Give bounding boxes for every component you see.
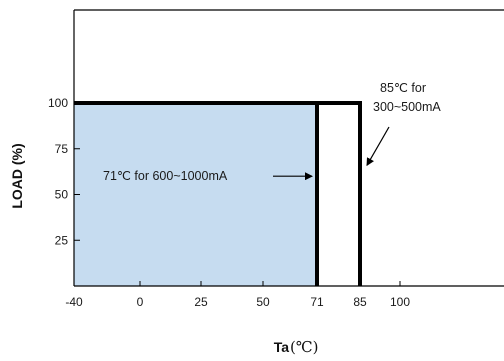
y-axis-label: LOAD (%) xyxy=(9,143,25,208)
annotation-71c-label: 71℃ for 600~1000mA xyxy=(103,169,228,183)
x-tick-label-50: 50 xyxy=(256,295,270,309)
y-tick-label-100: 100 xyxy=(48,96,68,110)
y-tick-label-25: 25 xyxy=(55,233,69,247)
load-area-600-1000ma xyxy=(74,103,317,286)
x-tick-label-25: 25 xyxy=(194,295,208,309)
x-axis-label: Ta xyxy=(274,339,290,355)
annotation-85c-label-line2: 300~500mA xyxy=(373,100,441,114)
x-tick-label-0: 0 xyxy=(137,295,144,309)
x-tick-label-85: 85 xyxy=(353,295,367,309)
y-tick-label-75: 75 xyxy=(55,142,69,156)
x-axis-unit: (℃) xyxy=(290,338,318,356)
x-tick-label-100: 100 xyxy=(390,295,410,309)
x-tick-label-71: 71 xyxy=(310,295,324,309)
annotation-85c-label-line1: 85℃ for xyxy=(380,81,426,95)
y-tick-label-50: 50 xyxy=(55,188,69,202)
annotation-85c-arrow xyxy=(366,126,390,167)
derating-curve-2 xyxy=(74,101,362,286)
x-tick-label--40: -40 xyxy=(65,295,83,309)
